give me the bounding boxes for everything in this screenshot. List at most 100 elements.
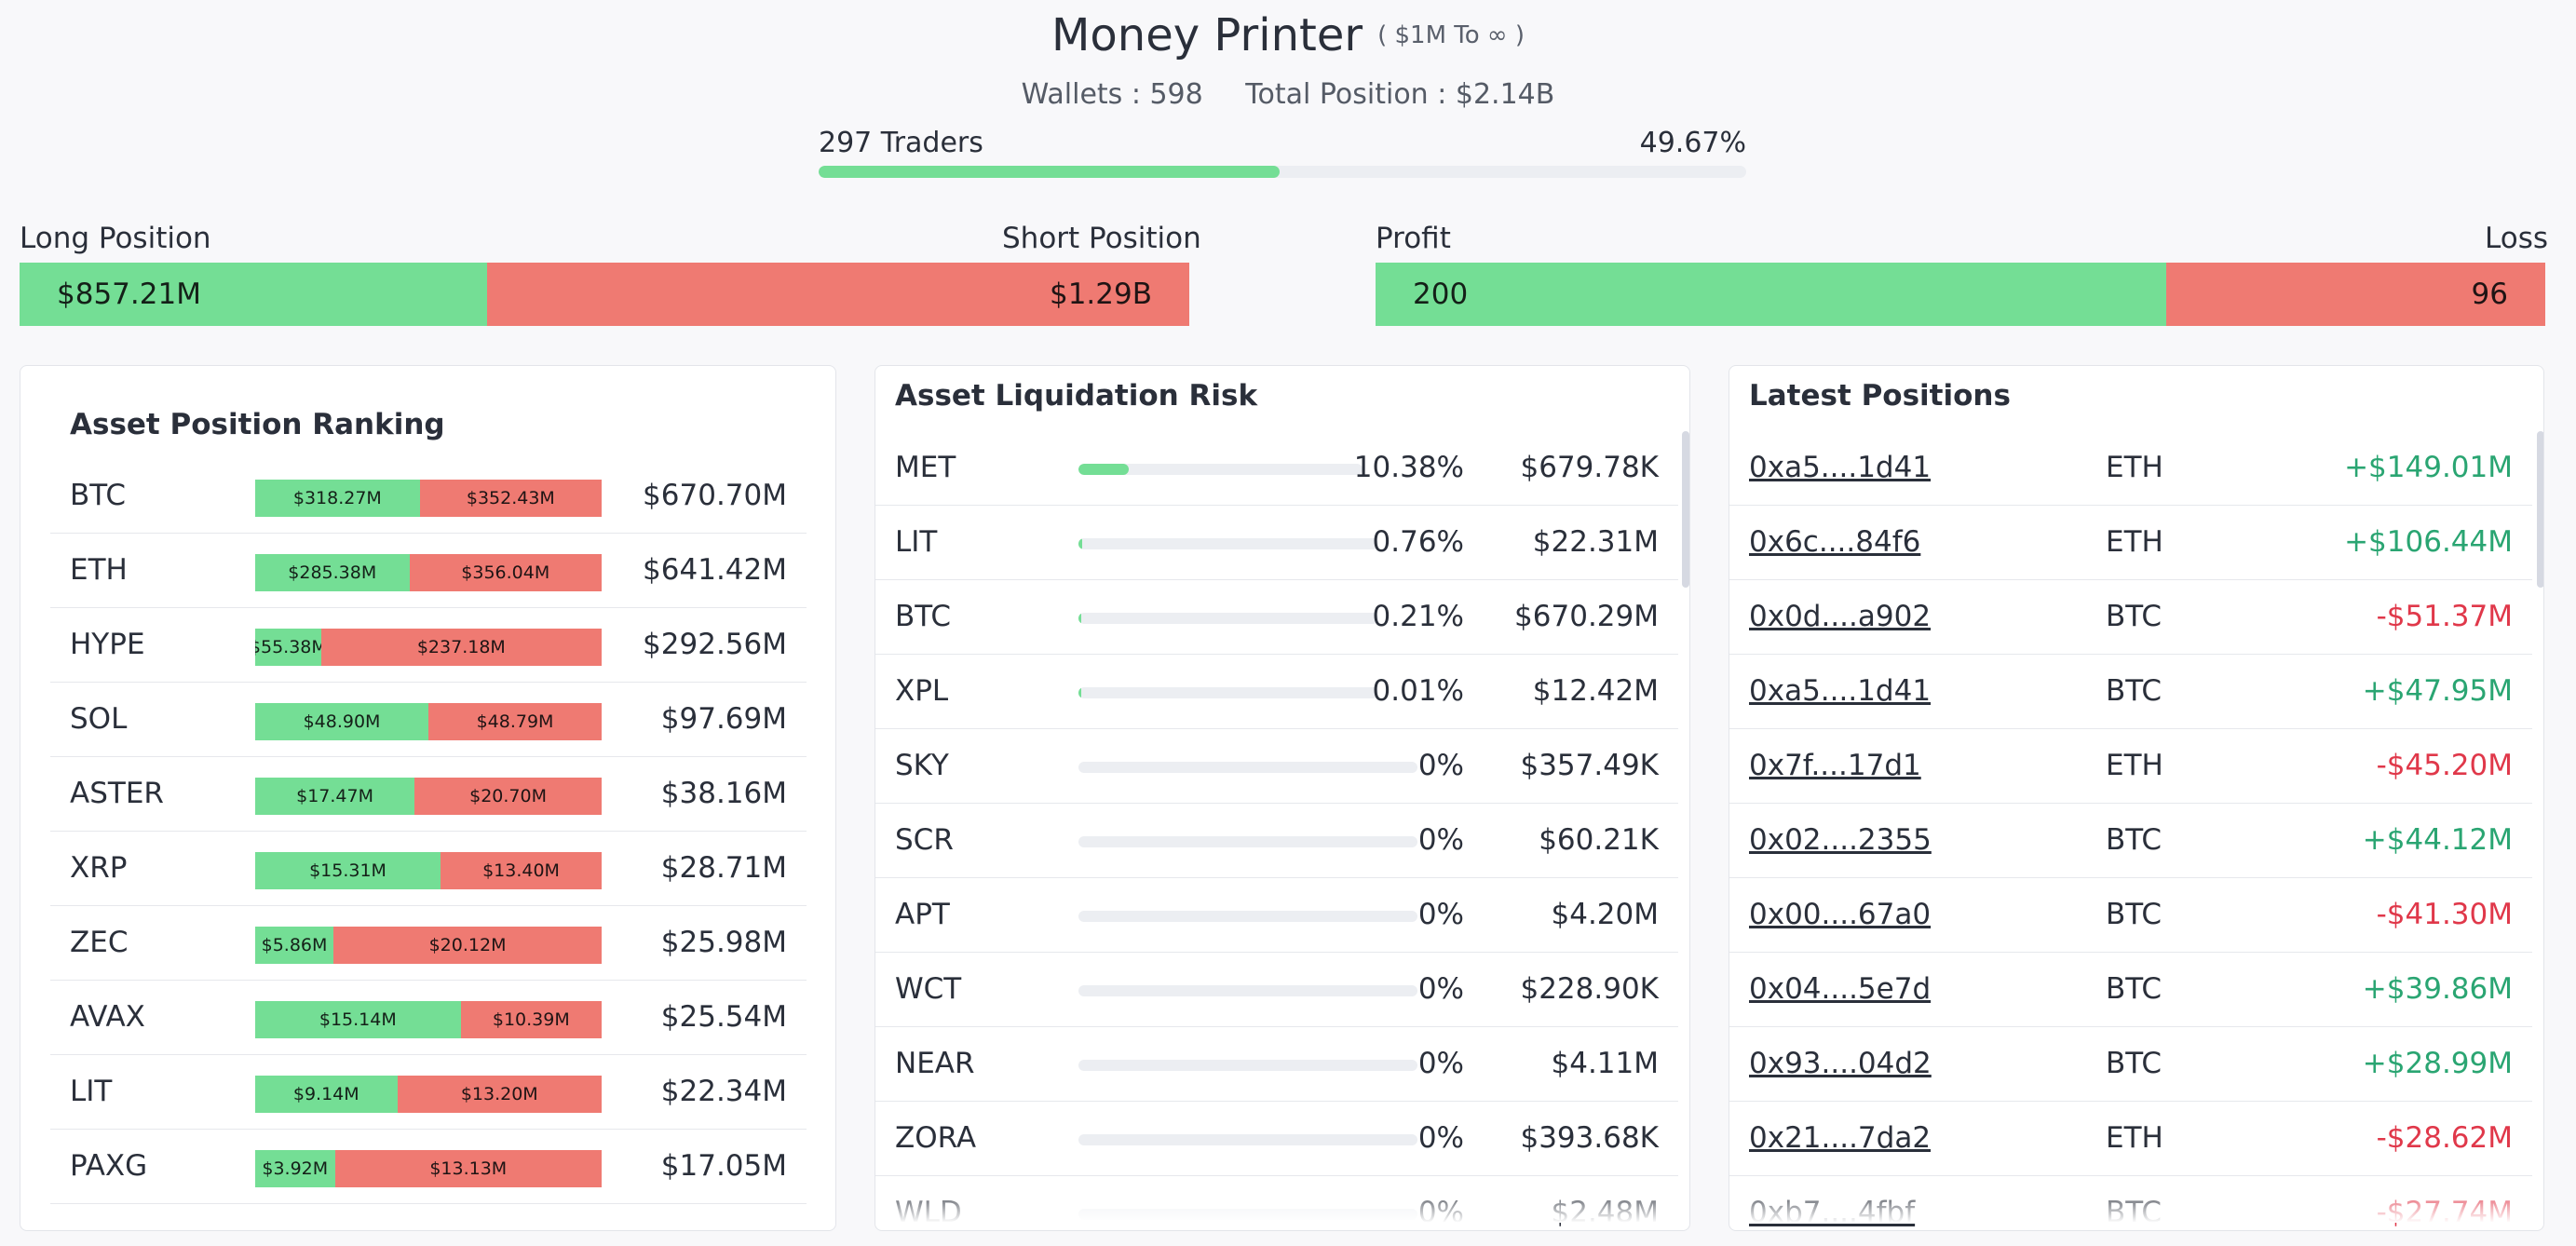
short-position-label: Short Position	[1002, 222, 1201, 255]
long-segment: $3.92M	[255, 1150, 335, 1187]
liquidation-row[interactable]: WCT 0% $228.90K	[875, 953, 1678, 1027]
profit-loss-bar: 200 96	[1376, 263, 2545, 326]
asset-name: LIT	[895, 525, 938, 559]
latest-position-row[interactable]: 0x93....04d2 BTC +$28.99M	[1729, 1027, 2532, 1102]
risk-bar	[1078, 538, 1378, 549]
liquidation-row[interactable]: LIT 0.76% $22.31M	[875, 506, 1678, 580]
liquidation-row[interactable]: WLD 0% $2.48M	[875, 1176, 1678, 1230]
risk-bar	[1078, 1209, 1417, 1220]
liquidation-scrollbar[interactable]	[1682, 431, 1689, 588]
wallets-count: Wallets : 598	[1021, 78, 1203, 111]
asset-name: ZORA	[895, 1121, 977, 1155]
latest-position-row[interactable]: 0x6c....84f6 ETH +$106.44M	[1729, 506, 2532, 580]
risk-percent: 0.21%	[1372, 600, 1464, 633]
long-short-mini-bar: $15.31M $13.40M	[255, 852, 602, 889]
liquidation-row[interactable]: ZORA 0% $393.68K	[875, 1102, 1678, 1176]
asset-name: ETH	[2106, 1121, 2163, 1155]
asset-name: BTC	[2106, 898, 2162, 931]
wallet-address-link[interactable]: 0xb7....4fbf	[1749, 1196, 1916, 1229]
short-segment: $48.79M	[428, 703, 602, 740]
asset-name: PAXG	[70, 1149, 148, 1183]
page-subtitle: ( $1M To ∞ )	[1377, 21, 1525, 49]
risk-percent: 0%	[1417, 898, 1464, 931]
asset-name: BTC	[2106, 674, 2162, 708]
ranking-row[interactable]: HYPE $55.38M $237.18M $292.56M	[50, 608, 807, 683]
short-segment: $10.39M	[460, 1001, 602, 1038]
long-short-mini-bar: $318.27M $352.43M	[255, 480, 602, 517]
total-value: $38.16M	[660, 777, 787, 810]
latest-position-row[interactable]: 0x0d....a902 BTC -$51.37M	[1729, 580, 2532, 655]
liquidation-row[interactable]: SKY 0% $357.49K	[875, 729, 1678, 804]
wallet-address-link[interactable]: 0x7f....17d1	[1749, 749, 1921, 782]
short-value: $48.79M	[476, 711, 554, 732]
latest-position-row[interactable]: 0xa5....1d41 BTC +$47.95M	[1729, 655, 2532, 729]
latest-position-row[interactable]: 0x02....2355 BTC +$44.12M	[1729, 804, 2532, 878]
ranking-title: Asset Position Ranking	[70, 408, 445, 441]
ranking-row[interactable]: PAXG $3.92M $13.13M $17.05M	[50, 1130, 807, 1204]
latest-position-row[interactable]: 0x7f....17d1 ETH -$45.20M	[1729, 729, 2532, 804]
long-segment: $15.14M	[255, 1001, 461, 1038]
liquidation-row[interactable]: SCR 0% $60.21K	[875, 804, 1678, 878]
total-value: $641.42M	[643, 553, 787, 587]
ranking-row[interactable]: LIT $9.14M $13.20M $22.34M	[50, 1055, 807, 1130]
long-segment: $55.38M	[255, 629, 327, 666]
ranking-row[interactable]: ETH $285.38M $356.04M $641.42M	[50, 534, 807, 608]
wallet-address-link[interactable]: 0x93....04d2	[1749, 1047, 1932, 1080]
liquidation-row[interactable]: APT 0% $4.20M	[875, 878, 1678, 953]
wallet-address-link[interactable]: 0x21....7da2	[1749, 1121, 1932, 1155]
long-value: $48.90M	[303, 711, 381, 732]
long-segment: $285.38M	[255, 554, 410, 591]
total-value: $670.70M	[643, 479, 787, 512]
short-value: $13.20M	[460, 1084, 538, 1104]
short-segment: $13.20M	[397, 1076, 602, 1113]
risk-bar	[1078, 985, 1417, 996]
short-segment: $20.12M	[333, 927, 602, 964]
asset-name: BTC	[2106, 1196, 2162, 1229]
total-value: $22.34M	[660, 1075, 787, 1108]
ranking-row[interactable]: SOL $48.90M $48.79M $97.69M	[50, 683, 807, 757]
short-position-segment: $1.29B	[487, 263, 1189, 326]
risk-percent: 0%	[1417, 1196, 1464, 1229]
wallet-address-link[interactable]: 0xa5....1d41	[1749, 674, 1932, 708]
short-position-value: $1.29B	[1049, 278, 1152, 311]
risk-bar	[1078, 1060, 1417, 1071]
wallet-address-link[interactable]: 0x00....67a0	[1749, 898, 1932, 931]
liquidation-row[interactable]: NEAR 0% $4.11M	[875, 1027, 1678, 1102]
latest-position-row[interactable]: 0xa5....1d41 ETH +$149.01M	[1729, 431, 2532, 506]
wallet-address-link[interactable]: 0x0d....a902	[1749, 600, 1932, 633]
risk-bar-fill	[1078, 464, 1129, 475]
traders-percent: 49.67%	[1639, 127, 1746, 159]
risk-percent: 0.76%	[1372, 525, 1464, 559]
wallet-address-link[interactable]: 0xa5....1d41	[1749, 451, 1932, 484]
latest-position-row[interactable]: 0xb7....4fbf BTC -$27.74M	[1729, 1176, 2532, 1230]
asset-name: BTC	[2106, 600, 2162, 633]
latest-position-row[interactable]: 0x21....7da2 ETH -$28.62M	[1729, 1102, 2532, 1176]
wallet-address-link[interactable]: 0x04....5e7d	[1749, 972, 1932, 1006]
ranking-row[interactable]: XRP $15.31M $13.40M $28.71M	[50, 832, 807, 906]
long-short-bar: $857.21M $1.29B	[20, 263, 1189, 326]
asset-name: BTC	[2106, 972, 2162, 1006]
long-segment: $15.31M	[255, 852, 441, 889]
liquidation-row[interactable]: MET 10.38% $679.78K	[875, 431, 1678, 506]
position-value: $4.11M	[1551, 1047, 1660, 1080]
long-segment: $9.14M	[255, 1076, 398, 1113]
wallet-address-link[interactable]: 0x02....2355	[1749, 823, 1932, 857]
latest-scrollbar[interactable]	[2537, 431, 2543, 588]
profit-segment: 200	[1376, 263, 2166, 326]
long-value: $285.38M	[288, 562, 377, 583]
asset-position-ranking-card: Asset Position Ranking BTC $318.27M $352.4…	[20, 365, 836, 1231]
traders-progress-bar	[819, 166, 1746, 178]
liquidation-row[interactable]: XPL 0.01% $12.42M	[875, 655, 1678, 729]
long-position-value: $857.21M	[57, 278, 201, 311]
ranking-row[interactable]: ZEC $5.86M $20.12M $25.98M	[50, 906, 807, 981]
latest-position-row[interactable]: 0x04....5e7d BTC +$39.86M	[1729, 953, 2532, 1027]
long-short-mini-bar: $9.14M $13.20M	[255, 1076, 602, 1113]
long-short-mini-bar: $15.14M $10.39M	[255, 1001, 602, 1038]
liquidation-row[interactable]: BTC 0.21% $670.29M	[875, 580, 1678, 655]
ranking-row[interactable]: ASTER $17.47M $20.70M $38.16M	[50, 757, 807, 832]
long-short-mini-bar: $55.38M $237.18M	[255, 629, 602, 666]
ranking-row[interactable]: BTC $318.27M $352.43M $670.70M	[50, 459, 807, 534]
latest-position-row[interactable]: 0x00....67a0 BTC -$41.30M	[1729, 878, 2532, 953]
ranking-row[interactable]: AVAX $15.14M $10.39M $25.54M	[50, 981, 807, 1055]
wallet-address-link[interactable]: 0x6c....84f6	[1749, 525, 1921, 559]
